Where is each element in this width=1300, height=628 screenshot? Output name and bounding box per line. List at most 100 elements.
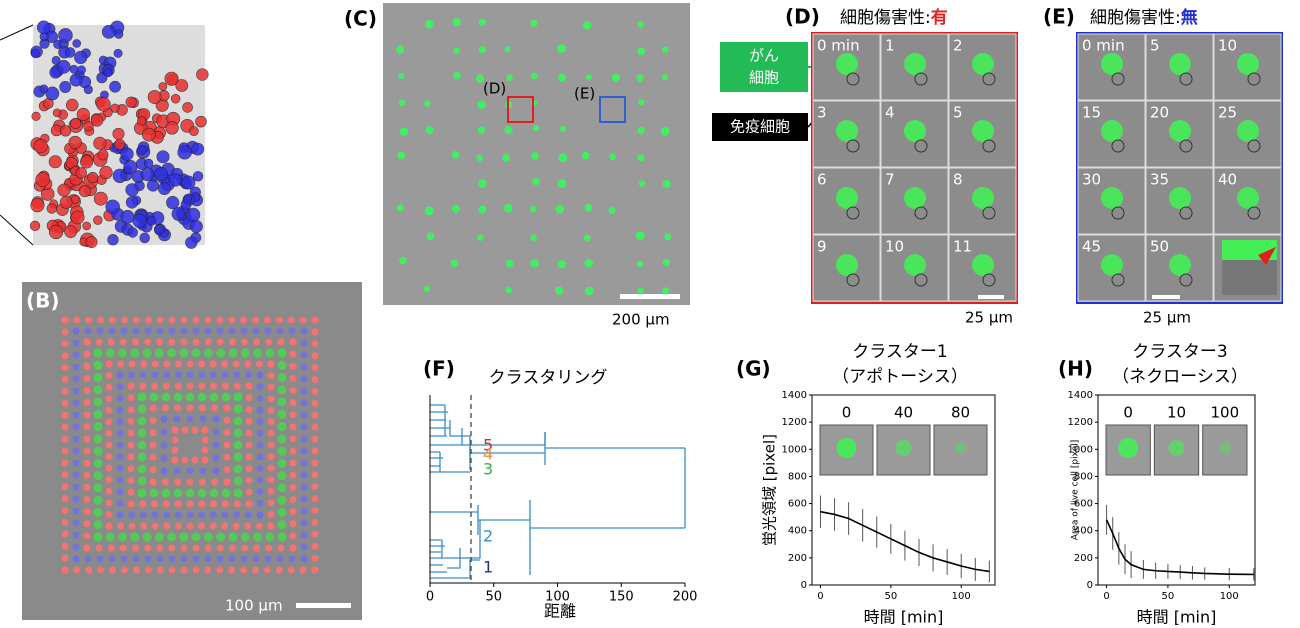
cell: [174, 478, 182, 486]
cell: [118, 532, 128, 542]
cell: [125, 196, 139, 209]
cell: [530, 258, 539, 268]
cell: [168, 566, 176, 574]
cell: [109, 316, 117, 324]
cell: [223, 429, 231, 437]
cell: [158, 182, 171, 195]
cell: [107, 234, 119, 246]
cell: [267, 429, 275, 437]
cell: [191, 456, 199, 464]
cell: [83, 338, 91, 346]
cell: [223, 404, 231, 412]
cell: [149, 441, 157, 449]
cell: [914, 72, 928, 86]
cell: [982, 72, 996, 86]
cell: [84, 555, 92, 563]
cell: [846, 139, 860, 153]
frame-label: 11: [953, 238, 972, 256]
scale-bar: [978, 295, 1004, 299]
inset-label: 40: [894, 404, 913, 422]
cell: [504, 46, 511, 53]
cell: [72, 423, 80, 431]
cell: [61, 423, 69, 431]
y-tick-label: 200: [788, 553, 807, 564]
cell: [210, 500, 218, 508]
inset-label: 80: [951, 404, 970, 422]
cell: [267, 499, 275, 507]
cell: [61, 483, 69, 491]
cell: [85, 566, 93, 574]
cell: [171, 426, 179, 434]
cell: [191, 348, 201, 358]
cell: [277, 360, 287, 370]
cell: [68, 135, 82, 150]
cell: [93, 422, 103, 432]
frame-label: 25: [1218, 104, 1237, 122]
cell: [137, 145, 147, 156]
cell: [61, 411, 69, 419]
cell: [267, 441, 275, 449]
cell: [142, 532, 152, 542]
cell: [131, 338, 139, 346]
cell: [99, 165, 113, 180]
x-tick-label: 50: [485, 590, 502, 605]
cell: [475, 74, 485, 83]
cell: [127, 476, 135, 484]
cell: [1179, 139, 1193, 153]
cell: [256, 406, 264, 414]
cell: [93, 215, 103, 225]
cell: [137, 392, 147, 402]
cell: [399, 127, 409, 136]
cell: [52, 108, 62, 118]
cell: [836, 120, 858, 142]
cell: [105, 453, 113, 461]
cell: [77, 65, 86, 75]
cell: [61, 352, 69, 360]
cell: [476, 154, 483, 162]
cell: [146, 179, 160, 192]
cell: [154, 348, 164, 358]
cell: [240, 316, 248, 324]
cell: [300, 507, 308, 515]
cell: [1237, 120, 1259, 142]
cell: [252, 327, 260, 335]
cell: [209, 392, 219, 402]
cell: [73, 316, 81, 324]
cell: [61, 340, 69, 348]
cell: [233, 382, 241, 390]
cell: [105, 395, 113, 403]
cell: [277, 338, 285, 346]
cell: [180, 544, 188, 552]
connector: [0, 24, 34, 41]
mean-line: [820, 510, 990, 573]
cell: [177, 145, 192, 160]
x-tick-label: 200: [673, 590, 698, 605]
cell: [83, 532, 91, 540]
inset-label: 10: [1167, 404, 1186, 422]
y-tick-label: 800: [788, 471, 807, 482]
frame-label: 10: [885, 238, 904, 256]
cell: [300, 387, 308, 395]
cell: [1101, 53, 1123, 75]
cell: [203, 532, 213, 542]
cell: [114, 138, 126, 151]
panel-label: (B): [26, 289, 60, 313]
cell: [424, 100, 431, 107]
cell: [72, 459, 80, 467]
cell: [61, 542, 69, 550]
cell: [61, 471, 69, 479]
cell: [252, 348, 262, 358]
y-tick-label: 400: [1074, 526, 1093, 537]
cell: [1169, 254, 1191, 276]
cell: [130, 348, 140, 358]
cell: [277, 373, 287, 383]
cell: [137, 404, 147, 414]
cell: [289, 447, 297, 455]
cell: [105, 418, 113, 426]
cell: [84, 327, 92, 335]
cell: [82, 221, 91, 231]
cell: [311, 483, 319, 491]
cell: [144, 555, 152, 563]
cell: [156, 338, 164, 346]
